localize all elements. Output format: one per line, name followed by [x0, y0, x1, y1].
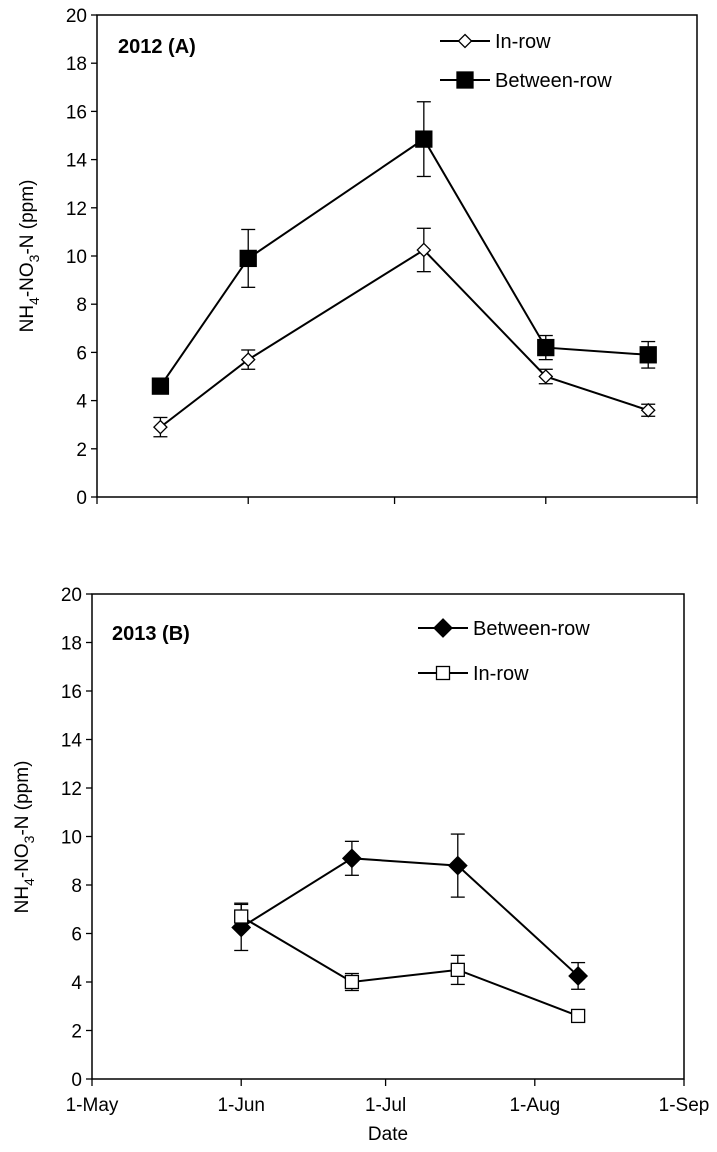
y-axis: 0 2 4 6 8 10 12 14 16 18 20: [61, 585, 92, 1091]
plot-frame: [91, 593, 685, 1080]
data-point: [639, 346, 657, 364]
y-axis: 0 2 4 6 8 10 12 14 16 18 20: [66, 6, 97, 509]
x-axis: 1-May 1-Jun 1-Jul 1-Aug 1-Sep: [66, 1079, 710, 1116]
y-tick-label: 16: [66, 102, 87, 123]
data-point: [640, 402, 656, 418]
legend: Between-row In-row: [418, 618, 590, 685]
legend-marker: [456, 71, 474, 89]
y-tick-label: 10: [61, 828, 82, 849]
y-tick-label: 16: [61, 682, 82, 703]
y-tick-label: 18: [66, 54, 87, 75]
legend-marker: [433, 618, 453, 638]
series-line-in-row: [159, 248, 649, 428]
y-axis-label: NH4-NO3-N (ppm): [17, 180, 42, 333]
series-layer: [231, 833, 589, 1024]
legend: In-row Between-row: [440, 31, 612, 92]
y-tick-label: 14: [66, 151, 88, 172]
data-point: [537, 338, 555, 357]
series-layer: [151, 101, 657, 438]
data-point: [415, 130, 433, 148]
legend-label: In-row: [495, 31, 551, 53]
panel-title: 2012 (A): [118, 36, 196, 58]
panel-2013: 2013 (B) NH4-NO3-N (ppm) Date 0 2 4 6 8 10 12 1…: [12, 585, 709, 1145]
x-tick-label: 1-Jun: [217, 1095, 265, 1116]
y-tick-label: 4: [71, 973, 82, 994]
y-tick-label: 2: [76, 440, 87, 461]
data-point: [151, 377, 170, 395]
y-tick-label: 18: [61, 634, 82, 655]
legend-label: Between-row: [495, 70, 612, 92]
x-tick-label: 1-Jul: [365, 1095, 406, 1116]
y-tick-label: 12: [66, 199, 87, 220]
legend-marker: [435, 665, 451, 681]
data-point: [568, 966, 589, 986]
y-tick-label: 0: [71, 1070, 82, 1091]
y-axis-label: NH4-NO3-N (ppm): [12, 761, 37, 914]
data-point: [234, 909, 249, 924]
data-point: [570, 1008, 586, 1024]
data-point: [341, 848, 362, 869]
y-tick-label: 20: [61, 585, 82, 606]
data-point: [240, 352, 256, 368]
y-tick-label: 6: [71, 925, 82, 946]
data-point: [416, 242, 432, 258]
panel-title: 2013 (B): [112, 623, 190, 645]
data-point: [447, 855, 468, 876]
series-line-between-row: [240, 857, 579, 977]
data-point: [344, 974, 360, 990]
legend-label: In-row: [473, 663, 529, 685]
data-point: [450, 962, 465, 978]
data-point: [152, 419, 168, 435]
y-tick-label: 14: [61, 731, 83, 752]
x-axis: [96, 497, 698, 504]
y-tick-label: 8: [71, 876, 82, 897]
y-tick-label: 12: [61, 779, 82, 800]
data-point: [239, 249, 257, 268]
legend-label: Between-row: [473, 618, 590, 640]
series-line-in-row: [240, 915, 579, 1017]
data-point: [538, 369, 554, 384]
panel-2012: 2012 (A) NH4-NO3-N (ppm) 0 2 4 6 8 10 12 14 16 18…: [17, 6, 698, 509]
y-tick-label: 6: [76, 343, 87, 364]
y-tick-label: 0: [76, 488, 87, 509]
x-axis-label: Date: [368, 1124, 408, 1145]
y-tick-label: 4: [76, 392, 87, 413]
x-tick-label: 1-Sep: [659, 1095, 710, 1116]
y-tick-label: 10: [66, 247, 87, 268]
x-tick-label: 1-May: [66, 1095, 119, 1116]
x-tick-label: 1-Aug: [509, 1095, 560, 1116]
y-tick-label: 8: [76, 295, 87, 316]
legend-marker: [457, 33, 473, 49]
y-tick-label: 20: [66, 6, 87, 27]
y-tick-label: 2: [71, 1022, 82, 1043]
